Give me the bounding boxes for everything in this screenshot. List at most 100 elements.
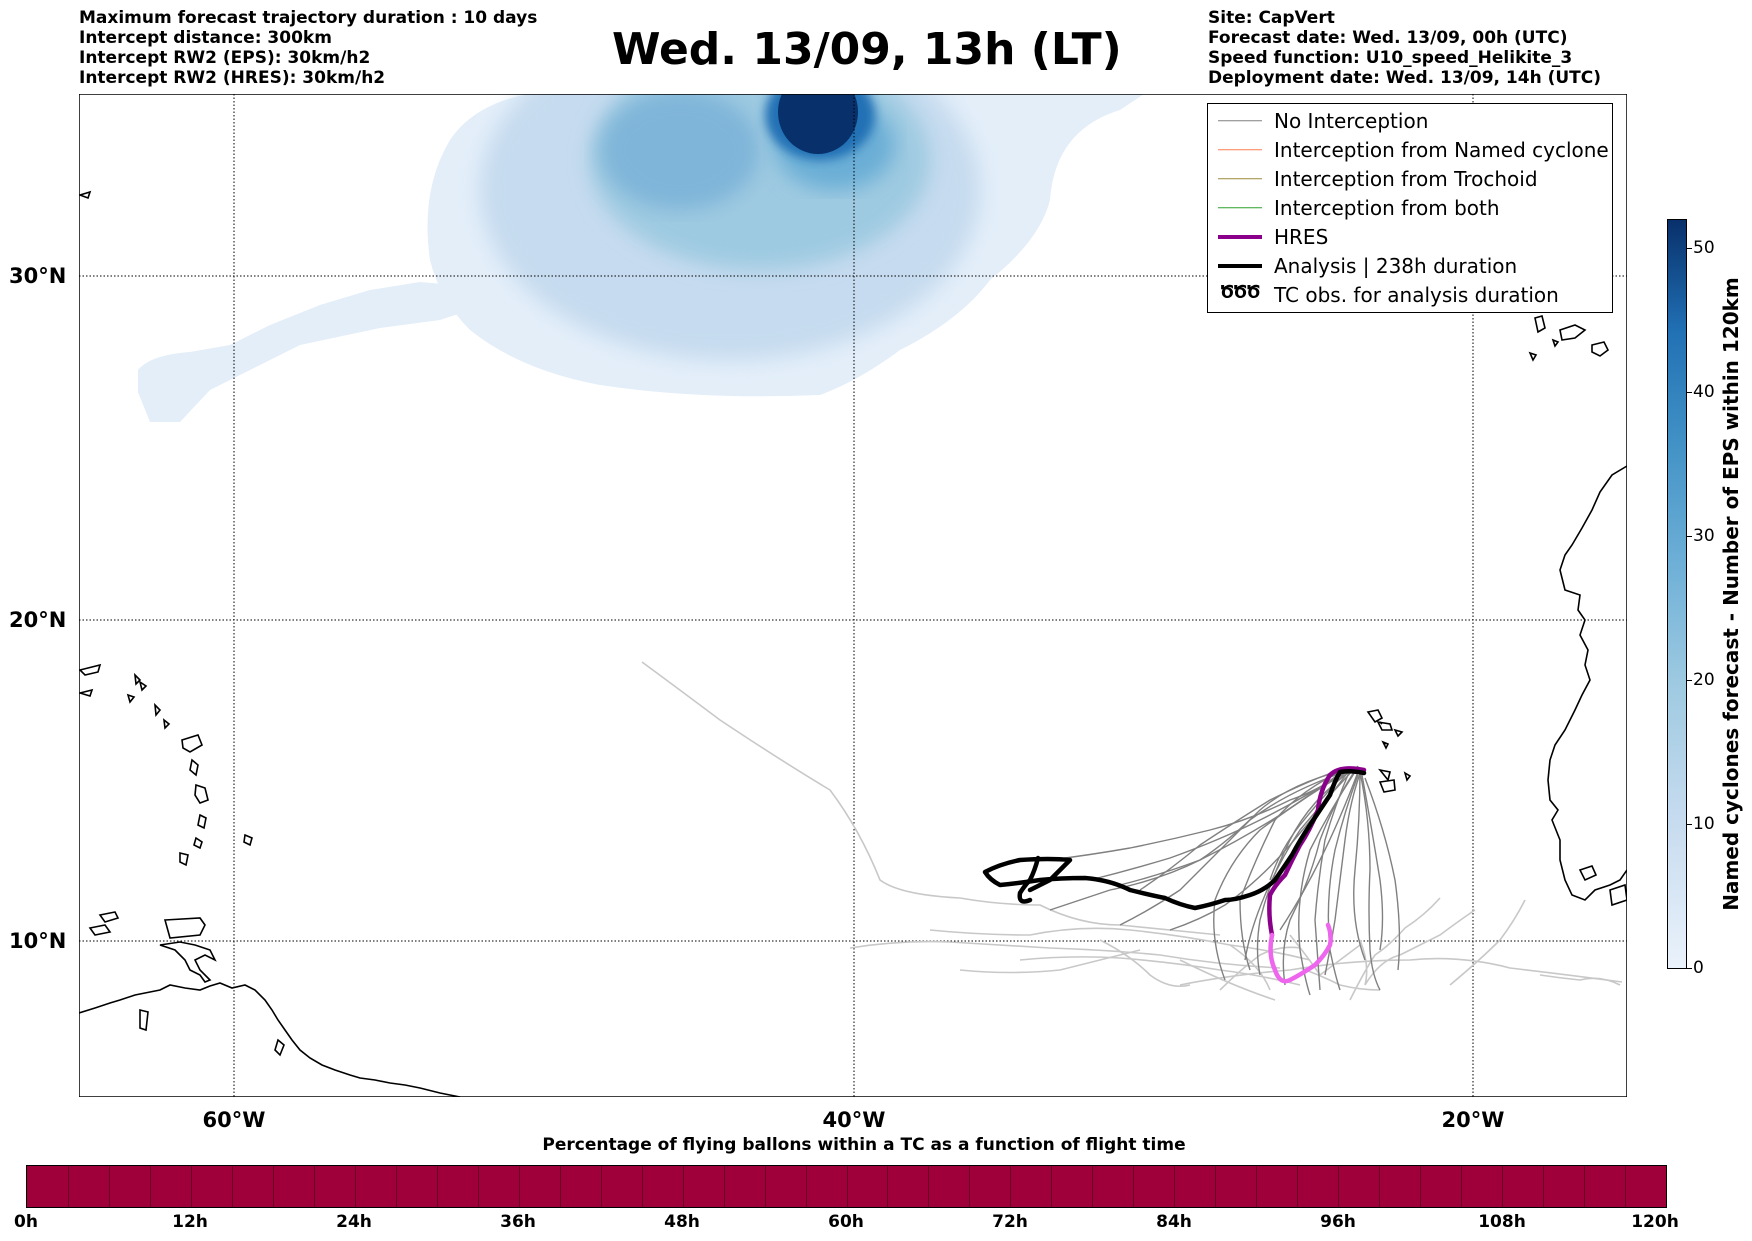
colorbar-tick-mark bbox=[1687, 392, 1692, 393]
lat-label-20n: 20°N bbox=[9, 608, 67, 632]
time-bar-segment-divider bbox=[846, 1166, 848, 1207]
time-bar-segment-divider bbox=[1174, 1166, 1176, 1207]
legend-item-analysis: Analysis | 238h duration bbox=[1208, 251, 1612, 280]
time-percentage-bar bbox=[26, 1165, 1667, 1208]
density-tail bbox=[138, 282, 470, 422]
time-bar-segment-divider bbox=[1543, 1166, 1545, 1207]
legend-line bbox=[1218, 119, 1262, 122]
ensemble-trajectory bbox=[1359, 939, 1401, 986]
time-bar-segment-divider bbox=[1256, 1166, 1258, 1207]
time-bar-segment-divider bbox=[1133, 1166, 1135, 1207]
info-line: Site: CapVert bbox=[1208, 8, 1335, 28]
page-title: Wed. 13/09, 13h (LT) bbox=[612, 24, 1122, 75]
time-tick-label: 84h bbox=[1156, 1212, 1192, 1232]
no-interception-trajectory bbox=[1327, 774, 1359, 991]
legend-swatch bbox=[1218, 193, 1262, 222]
coast-africa bbox=[1547, 465, 1627, 901]
legend-swatch bbox=[1218, 164, 1262, 193]
legend-swatch bbox=[1218, 106, 1262, 135]
colorbar-tick-mark bbox=[1687, 824, 1692, 825]
coast-canaries bbox=[1591, 341, 1610, 357]
time-bar-segment-divider bbox=[928, 1166, 930, 1207]
map-legend: No Interception Interception from Named … bbox=[1207, 103, 1613, 313]
time-bar-title: Percentage of flying ballons within a TC… bbox=[542, 1135, 1186, 1155]
coast-antilles bbox=[181, 734, 203, 753]
colorbar-tick-mark bbox=[1687, 968, 1692, 969]
analysis-trajectory-tail bbox=[1017, 855, 1041, 904]
time-bar-segment-divider bbox=[1502, 1166, 1504, 1207]
time-bar-segment-divider bbox=[518, 1166, 520, 1207]
coast-canaries bbox=[1559, 324, 1587, 341]
lon-label-60w: 60°W bbox=[202, 1108, 266, 1132]
time-bar-segment-divider bbox=[1584, 1166, 1586, 1207]
coast-cape-verde bbox=[1366, 709, 1384, 724]
colorbar-tick-mark bbox=[1687, 536, 1692, 537]
coast-antilles bbox=[79, 663, 102, 676]
time-bar-segment-divider bbox=[682, 1166, 684, 1207]
legend-line bbox=[1218, 263, 1262, 268]
time-bar-segment-divider bbox=[272, 1166, 274, 1207]
coast-island bbox=[163, 917, 206, 939]
lat-label-30n: 30°N bbox=[9, 264, 67, 288]
no-interception-trajectory bbox=[1049, 767, 1351, 861]
coast-antilles bbox=[189, 758, 199, 777]
colorbar-tick-label: 50 bbox=[1693, 238, 1715, 258]
colorbar-tick-label: 20 bbox=[1693, 670, 1715, 690]
colorbar-tick-label: 0 bbox=[1693, 958, 1704, 978]
info-line: Intercept RW2 (HRES): 30km/h2 bbox=[79, 68, 386, 88]
coast-antilles bbox=[243, 833, 253, 847]
time-bar-segment-divider bbox=[1420, 1166, 1422, 1207]
no-interception-trajectory bbox=[1279, 771, 1359, 931]
legend-item-named-cyclone: Interception from Named cyclone bbox=[1208, 135, 1612, 164]
coast-island bbox=[88, 924, 112, 936]
legend-label: Interception from Named cyclone bbox=[1274, 137, 1609, 162]
time-bar-segment-divider bbox=[1379, 1166, 1381, 1207]
no-interception-trajectory bbox=[1139, 767, 1346, 891]
density-colorbar bbox=[1667, 219, 1687, 969]
coast-cape-verde bbox=[1379, 721, 1383, 725]
time-bar-segment-divider bbox=[1625, 1166, 1627, 1207]
coast-antilles bbox=[133, 672, 142, 686]
legend-line bbox=[1218, 148, 1262, 151]
legend-line bbox=[1218, 177, 1262, 180]
no-interception-trajectory bbox=[1213, 769, 1351, 981]
info-line: Intercept distance: 300km bbox=[79, 28, 332, 48]
time-bar-segment-divider bbox=[969, 1166, 971, 1207]
time-bar-segment-divider bbox=[1010, 1166, 1012, 1207]
info-line: Maximum forecast trajectory duration : 1… bbox=[79, 8, 538, 28]
time-tick-label: 72h bbox=[992, 1212, 1028, 1232]
info-line: Intercept RW2 (EPS): 30km/h2 bbox=[79, 48, 371, 68]
info-line: Deployment date: Wed. 13/09, 14h (UTC) bbox=[1208, 68, 1602, 88]
time-tick-label: 108h bbox=[1478, 1212, 1526, 1232]
coast-cape-verde bbox=[1378, 779, 1396, 793]
colorbar-tick-label: 30 bbox=[1693, 526, 1715, 546]
analysis-trajectory bbox=[982, 768, 1367, 911]
colorbar-tick-mark bbox=[1687, 680, 1692, 681]
info-line: Speed function: U10_speed_Helikite_3 bbox=[1208, 48, 1573, 68]
ensemble-trajectory bbox=[641, 661, 1221, 936]
time-bar-segment-divider bbox=[1092, 1166, 1094, 1207]
no-interception-trajectory bbox=[1353, 769, 1366, 961]
time-bar-segment-divider bbox=[108, 1166, 110, 1207]
coast-canaries bbox=[1534, 315, 1546, 334]
ensemble-trajectory bbox=[959, 949, 1141, 974]
coast-antilles bbox=[193, 836, 203, 850]
time-bar-segment-divider bbox=[1461, 1166, 1463, 1207]
coast-antilles bbox=[179, 851, 189, 867]
legend-line bbox=[1218, 206, 1262, 209]
coast-cape-verde bbox=[1378, 768, 1391, 782]
time-bar-segment-divider bbox=[641, 1166, 643, 1207]
time-bar-segment-divider bbox=[313, 1166, 315, 1207]
ensemble-trajectory bbox=[1219, 946, 1301, 991]
ensemble-trajectories-late bbox=[641, 661, 1623, 1001]
no-interception-trajectory bbox=[1359, 771, 1381, 991]
coast-antilles bbox=[197, 813, 207, 830]
ensemble-trajectory bbox=[1539, 974, 1621, 986]
tc-obs-icon: ԾԾԾ bbox=[1220, 282, 1261, 303]
time-bar-segment-divider bbox=[1297, 1166, 1299, 1207]
time-tick-label: 48h bbox=[664, 1212, 700, 1232]
ensemble-trajectory bbox=[1399, 909, 1476, 956]
time-tick-label: 12h bbox=[172, 1212, 208, 1232]
coast-canaries bbox=[1528, 351, 1538, 362]
coast-antilles bbox=[162, 718, 171, 730]
